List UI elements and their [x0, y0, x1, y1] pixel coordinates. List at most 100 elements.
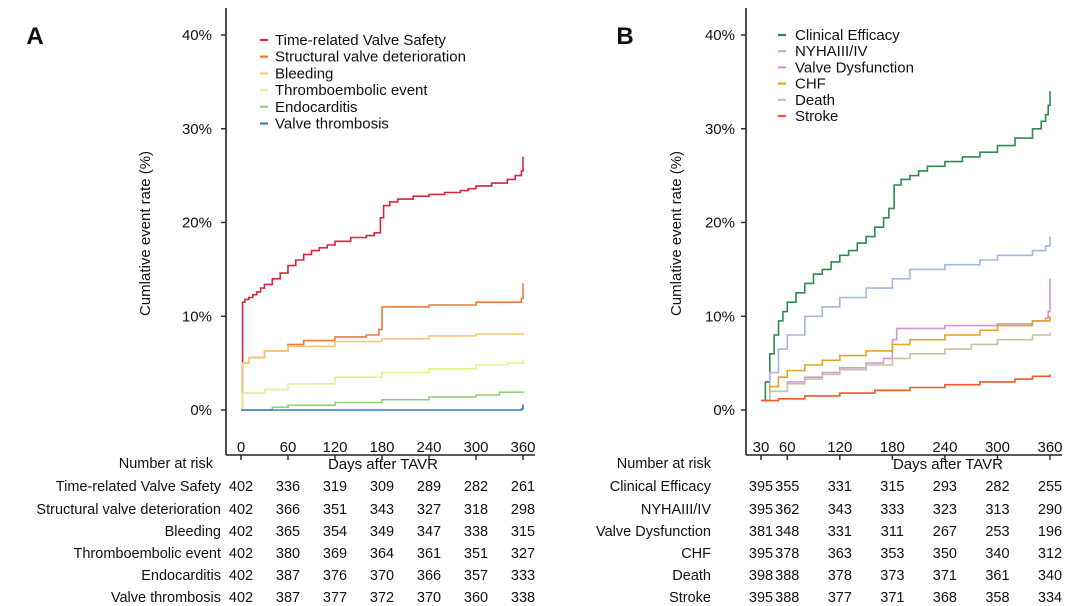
risk-cell: 355: [775, 479, 799, 495]
risk-cell: 351: [464, 546, 488, 562]
risk-table-header: Number at risk: [617, 456, 712, 472]
y-tick-label: 20%: [182, 215, 212, 232]
risk-cell: 315: [880, 479, 904, 495]
risk-cell: 338: [511, 590, 535, 606]
x-axis-title: Days after TAVR: [328, 456, 438, 473]
risk-cell: 327: [511, 546, 535, 562]
risk-row-label: Endocarditis: [141, 568, 221, 584]
risk-cell: 333: [880, 502, 904, 518]
risk-cell: 362: [775, 502, 799, 518]
risk-cell: 402: [229, 568, 253, 584]
legend-label: NYHAIII/IV: [795, 43, 868, 60]
risk-cell: 366: [417, 568, 441, 584]
risk-row-label: Structural valve deterioration: [36, 502, 221, 518]
series-line-stroke: [761, 374, 1051, 402]
x-axis-title: Days after TAVR: [893, 456, 1003, 473]
series-line-nyhaiii-iv: [761, 236, 1051, 402]
risk-cell: 334: [1038, 590, 1062, 606]
risk-cell: 336: [276, 479, 300, 495]
risk-cell: 388: [775, 590, 799, 606]
risk-cell: 377: [828, 590, 852, 606]
risk-cell: 350: [933, 546, 957, 562]
y-tick-label: 30%: [182, 121, 212, 138]
risk-cell: 361: [985, 568, 1009, 584]
risk-cell: 378: [828, 568, 852, 584]
risk-cell: 402: [229, 590, 253, 606]
risk-cell: 331: [828, 479, 852, 495]
series-line-death: [761, 332, 1051, 402]
risk-cell: 387: [276, 590, 300, 606]
risk-cell: 395: [749, 546, 773, 562]
risk-row-label: Stroke: [669, 590, 711, 606]
y-axis-title: Cumlative event rate (%): [668, 151, 685, 316]
risk-cell: 381: [749, 524, 773, 540]
risk-cell: 368: [933, 590, 957, 606]
risk-cell: 380: [276, 546, 300, 562]
x-tick-label: 60: [779, 439, 796, 456]
risk-cell: 366: [276, 502, 300, 518]
y-tick-label: 40%: [705, 27, 735, 44]
risk-cell: 378: [775, 546, 799, 562]
risk-cell: 388: [775, 568, 799, 584]
risk-cell: 402: [229, 546, 253, 562]
risk-table-header: Number at risk: [119, 456, 214, 472]
risk-cell: 370: [417, 590, 441, 606]
risk-cell: 371: [933, 568, 957, 584]
risk-cell: 353: [880, 546, 904, 562]
risk-row-label: CHF: [681, 546, 711, 562]
risk-cell: 289: [417, 479, 441, 495]
risk-cell: 196: [1038, 524, 1062, 540]
risk-cell: 312: [1038, 546, 1062, 562]
risk-cell: 369: [323, 546, 347, 562]
series-line-structural-valve-deterioration: [241, 283, 524, 411]
risk-cell: 315: [511, 524, 535, 540]
risk-cell: 309: [370, 479, 394, 495]
legend-label: CHF: [795, 76, 826, 93]
risk-cell: 398: [749, 568, 773, 584]
risk-cell: 319: [323, 479, 347, 495]
risk-cell: 372: [370, 590, 394, 606]
x-tick-label: 360: [510, 439, 535, 456]
panel-b: B 0% 10% 20% 30% 40% 30 60 120 180 240 300 360 Days a…: [596, 8, 1063, 606]
risk-row-label: Time-related Valve Safety: [56, 479, 222, 495]
risk-cell: 331: [828, 524, 852, 540]
risk-row-label: Thromboembolic event: [74, 546, 222, 562]
y-tick-label: 20%: [705, 215, 735, 232]
legend-label: Valve thrombosis: [275, 116, 389, 133]
risk-cell: 363: [828, 546, 852, 562]
risk-cell: 357: [464, 568, 488, 584]
legend-label: Time-related Valve Safety: [275, 32, 446, 49]
y-tick-label: 10%: [182, 308, 212, 325]
risk-cell: 333: [511, 568, 535, 584]
series-line-clinical-efficacy: [761, 91, 1051, 402]
risk-cell: 343: [828, 502, 852, 518]
risk-cell: 371: [880, 590, 904, 606]
y-tick-label: 0%: [713, 402, 735, 419]
series-line-endocarditis: [241, 391, 524, 411]
risk-cell: 360: [464, 590, 488, 606]
risk-cell: 253: [985, 524, 1009, 540]
x-tick-label: 60: [280, 439, 297, 456]
legend-label: Death: [795, 92, 835, 109]
y-tick-label: 30%: [705, 121, 735, 138]
series-line-chf: [761, 316, 1051, 402]
risk-cell: 365: [276, 524, 300, 540]
risk-cell: 293: [933, 479, 957, 495]
risk-cell: 364: [370, 546, 394, 562]
risk-row-label: Death: [672, 568, 711, 584]
panel-letter: A: [26, 23, 43, 50]
risk-row-label: Bleeding: [165, 524, 221, 540]
risk-cell: 343: [370, 502, 394, 518]
risk-cell: 395: [749, 479, 773, 495]
risk-cell: 340: [1038, 568, 1062, 584]
legend-label: Structural valve deterioration: [275, 49, 466, 66]
x-tick-label: 180: [880, 439, 905, 456]
legend-label: Thromboembolic event: [275, 82, 428, 99]
risk-cell: 282: [464, 479, 488, 495]
x-tick-label: 300: [463, 439, 488, 456]
series-line-time-related-valve-safety: [241, 156, 524, 411]
risk-cell: 376: [323, 568, 347, 584]
x-tick-label: 300: [985, 439, 1010, 456]
x-tick-label: 240: [416, 439, 441, 456]
y-tick-label: 10%: [705, 308, 735, 325]
